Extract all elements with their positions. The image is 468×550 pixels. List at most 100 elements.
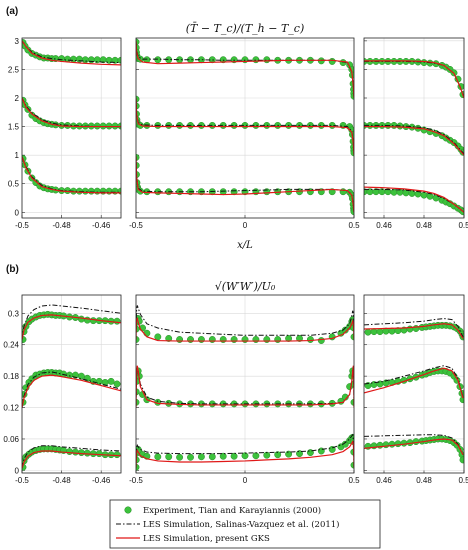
les-salinas-line [136, 40, 354, 97]
les-gks-line [364, 438, 464, 455]
experiment-point [328, 57, 336, 65]
series-area [22, 39, 121, 195]
les-salinas-line [136, 433, 354, 468]
les-gks-line [22, 450, 121, 469]
les-gks-line [364, 60, 464, 99]
experiment-point [81, 187, 89, 195]
experiment-point [187, 453, 194, 461]
experiment-point [208, 336, 216, 343]
les-gks-line [364, 186, 464, 213]
legend-experiment-label: Experiment, Tian and Karayiannis (2000) [143, 505, 321, 516]
panel-b-left: -0.5 -0.48 -0.46 0 0.06 0.12 0.18 0.24 0.3 [3, 294, 122, 485]
panel-a-label: (a) [6, 6, 18, 17]
axes-frame [21, 37, 122, 219]
x-tick-label: 0.46 [376, 221, 392, 230]
experiment-point [77, 315, 85, 323]
experiment-point [117, 56, 121, 64]
y-tick-label: 3 [15, 37, 20, 46]
experiment-point [143, 329, 151, 337]
experiment-point [263, 56, 271, 64]
experiment-point [165, 453, 173, 461]
les-gks-line [22, 40, 121, 66]
series-area [22, 304, 121, 471]
experiment-point [219, 452, 227, 460]
experiment-point [113, 380, 121, 388]
experiment-point [252, 452, 260, 460]
x-tick-label: -0.48 [52, 476, 71, 485]
les-gks-line [364, 125, 464, 156]
series-area [364, 318, 464, 464]
y-tick-label: 0 [15, 466, 20, 475]
x-tick-label: -0.5 [129, 221, 143, 230]
experiment-point [263, 188, 271, 196]
panel-a-left: -0.5 -0.48 -0.46 0 0.5 1 1.5 2 2.5 3 [8, 37, 122, 230]
y-tick-label: 1.5 [8, 123, 20, 132]
series-area [136, 38, 354, 216]
x-tick-label: 0.46 [376, 476, 392, 485]
les-gks-line [22, 97, 121, 128]
experiment-point [75, 55, 83, 63]
x-tick-label: -0.5 [15, 476, 29, 485]
y-tick-label: 0.24 [3, 341, 19, 350]
experiment-point [154, 56, 162, 64]
experiment-point [208, 453, 216, 461]
experiment-point [388, 440, 396, 448]
axes-frame [363, 294, 465, 474]
y-tick-label: 0.12 [3, 404, 19, 413]
y-tick-label: 0.18 [3, 372, 19, 381]
experiment-point [230, 336, 238, 343]
experiment-point [165, 335, 173, 342]
experiment-point [66, 448, 73, 455]
legend-les-gks-label: LES Simulation, present GKS [143, 534, 270, 544]
x-tick-label: 0 [243, 476, 248, 485]
experiment-point [230, 452, 238, 460]
experiment-point [77, 372, 85, 380]
experiment-point [113, 317, 121, 325]
les-gks-line [136, 97, 354, 156]
experiment-point [176, 336, 184, 343]
x-axis-label: x/L [237, 240, 253, 251]
les-gks-line [136, 156, 354, 213]
experiment-point [376, 328, 384, 336]
les-salinas-line [22, 445, 121, 468]
x-tick-label: -0.5 [129, 476, 143, 485]
experiment-point [459, 456, 464, 464]
experiment-point [230, 188, 238, 196]
les-salinas-line [364, 365, 464, 398]
experiment-point [154, 333, 162, 341]
experiment-point [187, 336, 194, 343]
panel-b-title: √(W′W′)/U₀ [215, 280, 276, 293]
les-salinas-line [22, 304, 121, 340]
experiment-point [241, 452, 249, 460]
experiment-point [400, 439, 408, 447]
panel-a-title: (T̄ − T_c)/(T_h − T_c) [186, 22, 305, 35]
legend-les-salinas-label: LES Simulation, Salinas-Vazquez et al. (… [143, 519, 339, 530]
les-gks-line [22, 156, 121, 194]
experiment-point [95, 377, 103, 385]
les-gks-line [136, 317, 354, 342]
les-salinas-line [136, 97, 354, 155]
experiment-point [89, 317, 97, 325]
x-tick-label: 0 [243, 221, 248, 230]
experiment-point [83, 449, 91, 457]
x-tick-label: 0.48 [416, 476, 432, 485]
x-tick-label: 0.5 [348, 221, 360, 230]
y-tick-label: 0.5 [8, 180, 20, 189]
experiment-point [197, 336, 205, 343]
experiment-point [382, 441, 390, 449]
les-salinas-line [136, 305, 354, 340]
les-gks-line [136, 40, 354, 99]
experiment-point [317, 337, 325, 344]
experiment-point [263, 336, 271, 343]
x-tick-label: 0.48 [416, 221, 432, 230]
y-tick-label: 0.06 [3, 435, 19, 444]
y-tick-label: 1 [15, 151, 20, 160]
y-tick-label: 2.5 [8, 65, 20, 74]
experiment-point [87, 187, 95, 195]
les-salinas-line [22, 97, 121, 128]
experiment-point [296, 335, 303, 342]
experiment-point [219, 336, 227, 343]
experiment-point [83, 316, 91, 324]
panel-b-right: 0.46 0.48 0.5 [363, 294, 468, 485]
